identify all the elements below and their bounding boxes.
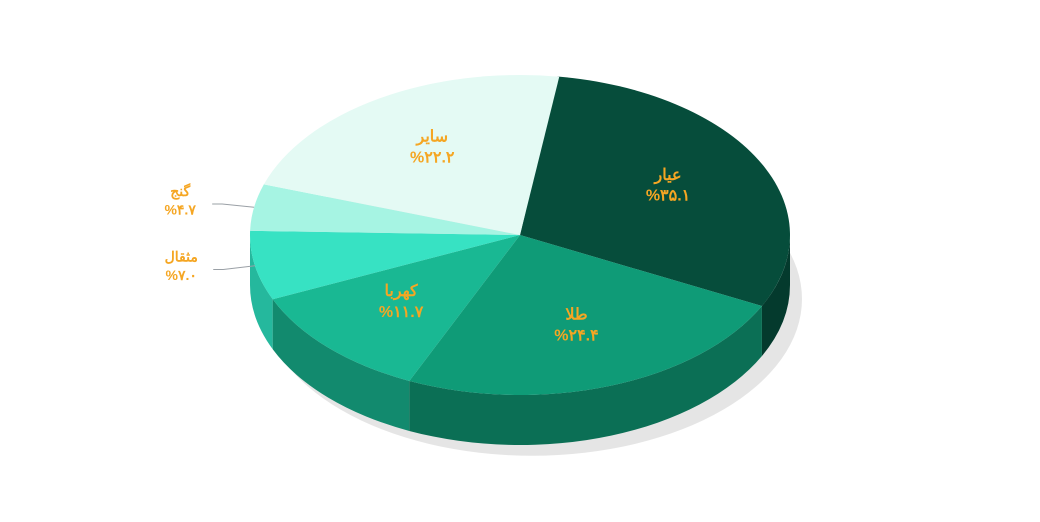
- label-mesghal: مثقال %۷.۰: [165, 249, 198, 283]
- label-pct-ganj: %۴.۷: [164, 201, 196, 217]
- label-name-ganj: گنج: [170, 183, 190, 200]
- label-name-sayer: سایر: [416, 129, 449, 147]
- leader-ganj: [212, 204, 254, 207]
- label-pct-tala: %۲۴.۴: [554, 327, 598, 344]
- pie-chart: عیار %۳۵.۱ طلا %۲۴.۴ کهربا %۱۱.۷ مثقال %۷.۰ گنج%…: [0, 0, 1040, 522]
- label-name-kahroba: کهربا: [385, 283, 419, 301]
- label-name-mesghal: مثقال: [165, 249, 198, 265]
- label-pct-mesghal: %۷.۰: [166, 267, 197, 283]
- label-pct-ayar: %۳۵.۱: [646, 188, 690, 205]
- label-pct-kahroba: %۱۱.۷: [379, 304, 424, 321]
- label-name-ayar: عیار: [654, 167, 682, 185]
- leader-mesghal: [213, 266, 255, 270]
- label-ganj: گنج%۴.۷: [164, 183, 196, 217]
- label-name-tala: طلا: [565, 307, 587, 324]
- label-pct-sayer: %۲۲.۲: [410, 150, 455, 167]
